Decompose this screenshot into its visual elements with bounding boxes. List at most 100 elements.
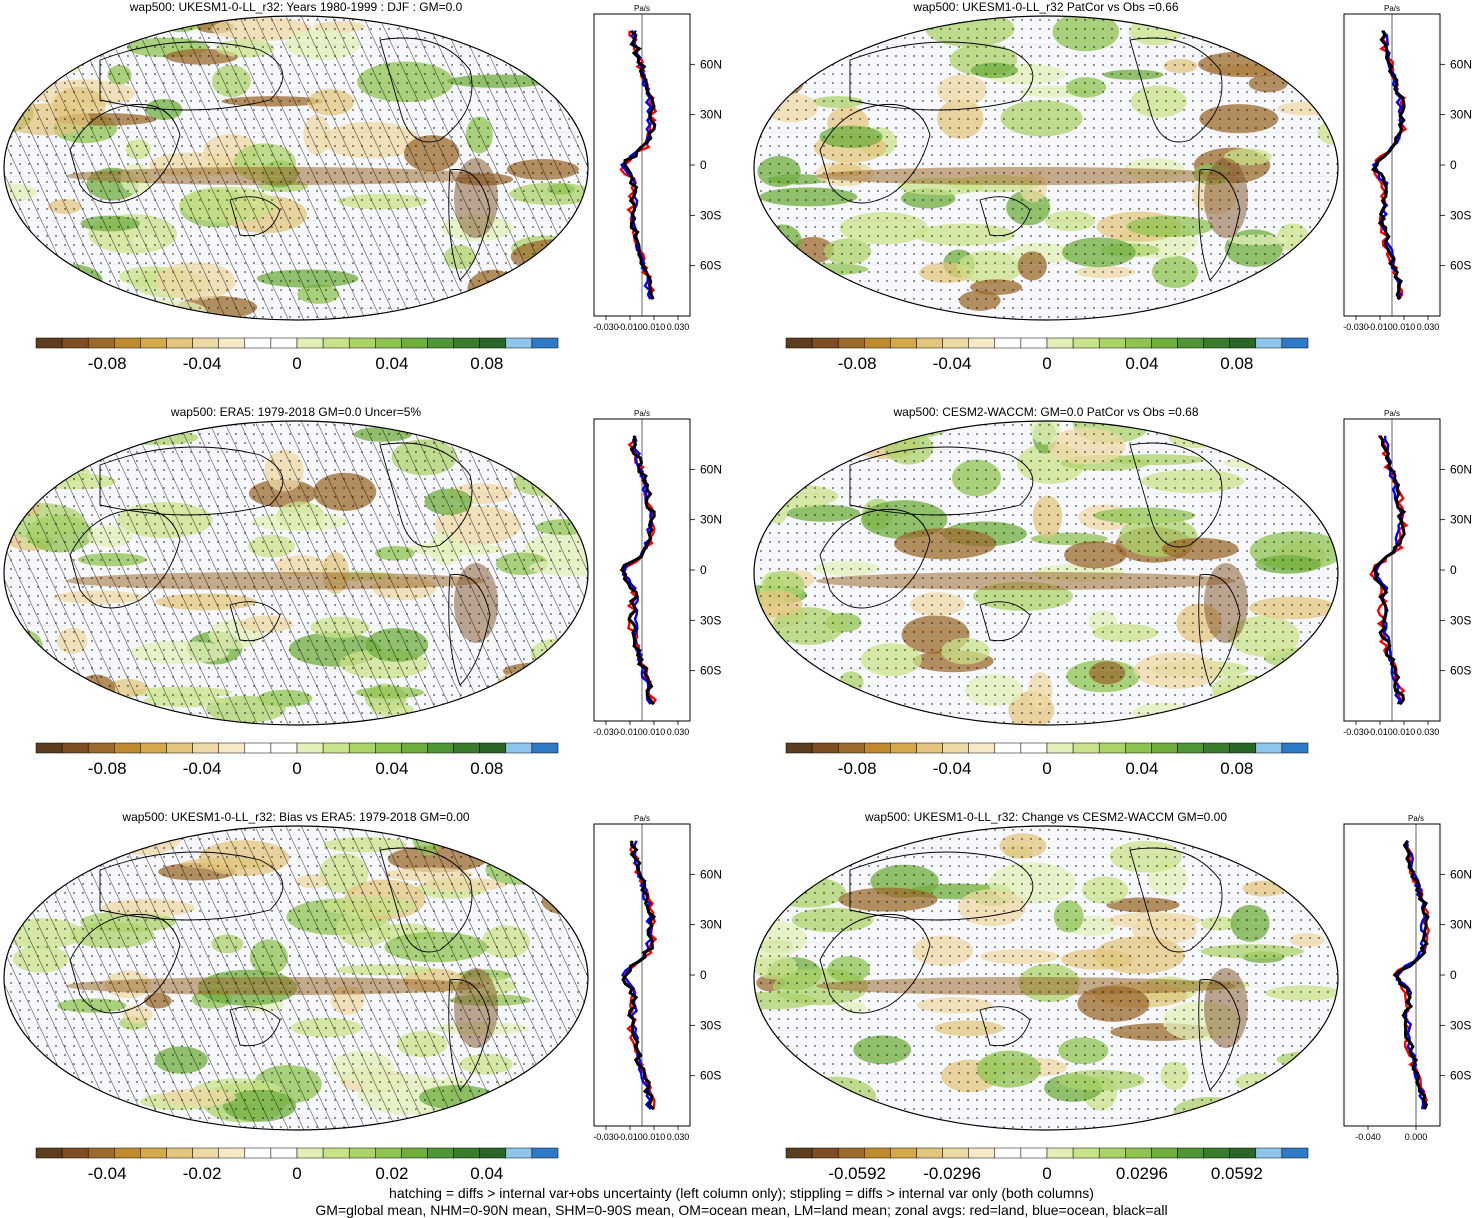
colorbar-tick-label: 0.04 <box>1125 759 1158 778</box>
stippling <box>754 421 1338 725</box>
colorbar-swatch <box>505 742 533 754</box>
profile-lat-label: 0 <box>1450 158 1457 172</box>
colorbar-tick-label: 0 <box>1042 354 1051 373</box>
colorbar-swatch <box>916 1147 943 1159</box>
colorbar-tick-label: -0.08 <box>88 759 127 778</box>
profile-x-tick-label: 0.010 <box>643 1132 666 1142</box>
colorbar-swatch <box>61 337 89 349</box>
colorbar-swatch <box>375 742 402 754</box>
profile-x-tick-label: -0.040 <box>1355 1132 1381 1142</box>
colorbar-swatch <box>192 1147 219 1159</box>
profile-lat-label: 30S <box>700 1018 721 1032</box>
panel-5-map <box>4 826 588 1130</box>
colorbar-swatch <box>140 742 167 754</box>
colorbar-swatch <box>322 1147 350 1159</box>
field-blob <box>754 669 793 709</box>
colorbar-swatch <box>453 1147 480 1159</box>
colorbar-swatch <box>453 337 480 349</box>
profile-lat-label: 0 <box>1450 968 1457 982</box>
profile-x-tick-label: 0.010 <box>643 727 666 737</box>
colorbar-swatch <box>968 337 996 349</box>
colorbar-tick-label: 0 <box>292 1164 301 1180</box>
coastline <box>99 851 284 921</box>
colorbar-swatch <box>1177 742 1204 754</box>
profile-unit-label: Pa/s <box>1408 814 1424 823</box>
field-blob <box>508 284 539 307</box>
coastline <box>1129 847 1223 953</box>
coastline <box>1129 442 1223 548</box>
field-blob <box>8 261 82 287</box>
colorbar-tick-label: 0 <box>292 354 301 373</box>
field-blob <box>29 1103 93 1130</box>
field-blob <box>754 299 822 310</box>
coastline <box>979 601 1031 642</box>
panel-5: -0.04 -0.02 0 0.02 0.04 Pa/s -0.030-0.010 0.010… <box>3 814 722 1180</box>
colorbar-swatch <box>87 742 115 754</box>
coastline <box>99 41 284 111</box>
field-blob <box>856 704 890 715</box>
colorbar-tick-label: -0.08 <box>88 354 127 373</box>
panel-5-colorbar: -0.04 -0.02 0 0.02 0.04 <box>35 1147 559 1180</box>
colorbar-swatch <box>837 337 865 349</box>
coastline <box>1129 37 1223 143</box>
coastline <box>979 1006 1031 1047</box>
colorbar-swatch <box>61 742 89 754</box>
colorbar-swatch <box>968 1147 996 1159</box>
colorbar-swatch <box>401 742 428 754</box>
zonal-curve-all <box>1392 839 1430 1110</box>
profile-x-tick-label: -0.010 <box>617 727 643 737</box>
colorbar-swatch <box>1125 742 1152 754</box>
colorbar-swatch <box>401 337 428 349</box>
panel-4-zonal-profile: Pa/s -0.030-0.010 0.010 0.030 60N 30N 0 30S 60S <box>1343 409 1472 737</box>
field-blob <box>534 1067 576 1080</box>
panel-6-colorbar: -0.0592 -0.0296 0 0.0296 0.0592 <box>785 1147 1309 1180</box>
colorbar-swatch <box>1281 1147 1309 1159</box>
profile-lat-label: 0 <box>1450 563 1457 577</box>
panel-5-zonal-profile: Pa/s -0.030-0.010 0.010 0.030 60N 30N 0 30S 60S <box>593 814 722 1142</box>
colorbar-tick-label: 0.08 <box>1220 759 1253 778</box>
colorbar-swatch <box>348 1147 376 1159</box>
field-blob <box>4 1045 26 1083</box>
colorbar-swatch <box>114 1147 141 1159</box>
coastline <box>819 508 931 609</box>
panel-1-colorbar: -0.08 -0.04 0 0.04 0.08 <box>35 337 559 373</box>
field-blob <box>4 42 54 59</box>
field-blob <box>783 421 820 447</box>
colorbar-swatch <box>296 742 324 754</box>
colorbar-swatch <box>1072 1147 1100 1159</box>
profile-x-tick-label: 0.010 <box>643 322 666 332</box>
profile-lat-label: 30N <box>1450 918 1472 932</box>
field-blob <box>4 637 36 672</box>
colorbar-swatch <box>864 337 891 349</box>
colorbar-swatch <box>1203 1147 1230 1159</box>
zonal-curve-ocean <box>620 30 653 300</box>
colorbar-swatch <box>35 1147 63 1159</box>
zonal-curve-ocean <box>621 435 654 705</box>
map-border <box>3 420 589 726</box>
coastline <box>379 37 473 143</box>
colorbar-swatch <box>1046 1147 1074 1159</box>
field-blob <box>555 421 588 446</box>
colorbar-swatch <box>531 1147 559 1159</box>
coastline <box>69 508 181 609</box>
footnote-line-2: GM=global mean, NHM=0-90N mean, SHM=0-90… <box>315 1202 1168 1218</box>
profile-lat-label: 0 <box>700 158 707 172</box>
colorbar-swatch <box>1203 742 1230 754</box>
colorbar-swatch <box>1203 337 1230 349</box>
field-blob <box>440 304 504 320</box>
colorbar-swatch <box>531 337 559 349</box>
colorbar-swatch <box>785 742 813 754</box>
colorbar-swatch <box>785 337 813 349</box>
colorbar-swatch <box>837 1147 865 1159</box>
field-blob <box>761 28 844 64</box>
colorbar-swatch <box>994 1147 1022 1159</box>
colorbar-tick-label: 0.08 <box>470 759 503 778</box>
coastline <box>1198 979 1241 1091</box>
panel-4-map <box>754 421 1338 725</box>
profile-x-tick-label: 0.030 <box>667 322 690 332</box>
colorbar-swatch <box>1046 337 1074 349</box>
profile-lat-label: 0 <box>700 563 707 577</box>
colorbar-tick-label: 0.04 <box>375 354 408 373</box>
profile-lat-label: 60S <box>1450 664 1471 678</box>
footnote-line-1: hatching = diffs > internal var+obs unce… <box>389 1185 1094 1201</box>
